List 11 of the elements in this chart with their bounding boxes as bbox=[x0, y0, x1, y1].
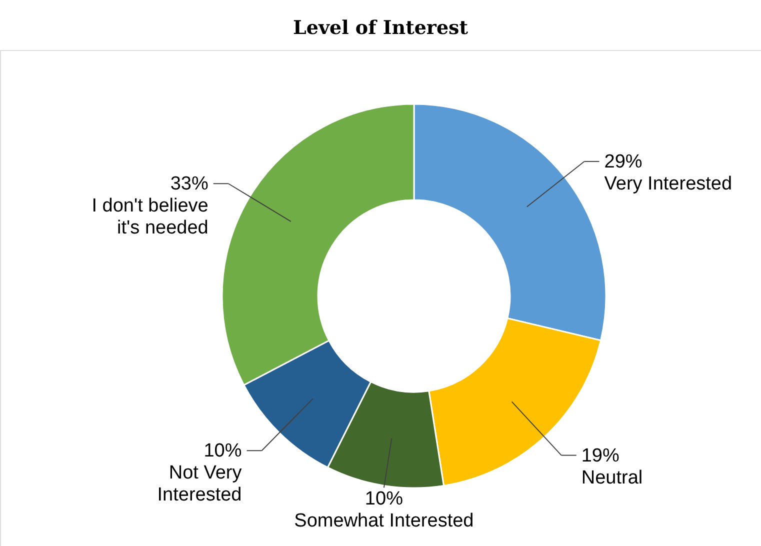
slice-label: Not Very Interested bbox=[157, 462, 242, 506]
slice-label: Neutral bbox=[581, 467, 643, 488]
chart-title: Level of Interest bbox=[292, 17, 468, 39]
data-label: 29% bbox=[604, 151, 642, 172]
data-label: 10% bbox=[204, 440, 242, 462]
slice-label: Somewhat Interested bbox=[294, 510, 474, 532]
data-label: 19% bbox=[581, 445, 620, 466]
data-label: 33% bbox=[170, 174, 208, 195]
slice-label: I don't believe it's needed bbox=[92, 196, 208, 239]
data-label: 10% bbox=[364, 488, 404, 510]
slice-label: Very Interested bbox=[604, 173, 732, 194]
